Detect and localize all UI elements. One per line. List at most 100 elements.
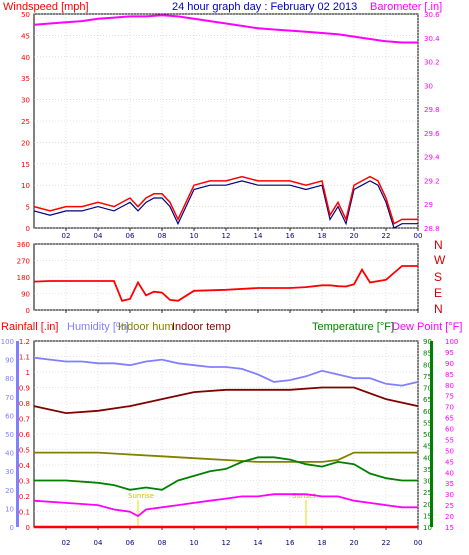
wind-direction-line (33, 265, 418, 302)
temperature-y-tick-label: 10 (423, 524, 432, 532)
rain-y-tick-label: 0.3 (19, 478, 30, 486)
temperature-y-tick-label: 85 (423, 350, 432, 358)
temperature-y-tick-label: 50 (423, 431, 432, 439)
humidity-y-tick-label: 50 (5, 431, 14, 439)
temperature-axis-bar (430, 341, 433, 527)
rain-y-tick-label: 0.5 (19, 447, 30, 455)
rain-y-tick-label: 0.8 (19, 400, 30, 408)
barometer-y-tick-label: 29.4 (424, 154, 440, 162)
barometer-y-tick-label: 30 (424, 82, 433, 90)
temperature-y-tick-label: 30 (423, 478, 432, 486)
wind-y-tick-label: 30 (21, 97, 30, 105)
dewpoint-y-tick-label: 30 (445, 491, 454, 499)
x-tick-label: 08 (158, 539, 167, 547)
dewpoint-y-tick-label: 95 (445, 349, 454, 357)
dewpoint-y-tick-label: 20 (445, 513, 454, 521)
compass-label-w: W (434, 253, 446, 267)
temperature-y-tick-label: 75 (423, 373, 432, 381)
humidity-y-tick-label: 90 (5, 357, 14, 365)
temperature-y-tick-label: 40 (423, 454, 432, 462)
rain-y-tick-label: 0.7 (19, 416, 30, 424)
temperature-y-tick-label: 65 (423, 396, 432, 404)
temperature-y-tick-label: 45 (423, 443, 432, 451)
barometer-axis-label: Barometer [.in] (370, 1, 442, 13)
dewpoint-y-tick-label: 65 (445, 415, 454, 423)
dewpoint-y-tick-label: 70 (445, 404, 454, 412)
barometer-y-tick-label: 28.8 (424, 225, 440, 233)
temperature-axis-label: Temperature [°F] (312, 321, 394, 333)
dewpoint-y-tick-label: 50 (445, 447, 454, 455)
x-tick-label: 08 (158, 232, 167, 240)
dewpoint-y-tick-label: 80 (445, 382, 454, 390)
x-tick-label: 10 (190, 232, 199, 240)
rain-y-tick-label: 0.6 (19, 431, 31, 439)
x-tick-label: 00 (414, 539, 423, 547)
indoor-hum-label: Indoor hum (118, 321, 174, 333)
barometer-y-tick-label: 30.2 (424, 59, 440, 67)
wind-y-tick-label: 40 (21, 54, 30, 62)
direction-y-tick-label: 180 (17, 274, 30, 282)
dewpoint-y-tick-label: 90 (445, 360, 454, 368)
wind-y-tick-label: 10 (21, 182, 30, 190)
indoor-hum-line (34, 451, 418, 463)
dewpoint-y-tick-label: 35 (445, 480, 454, 488)
temperature-y-tick-label: 35 (423, 466, 432, 474)
x-tick-label: 22 (382, 232, 391, 240)
sunrise-label: Sunrise (128, 492, 154, 500)
rain-y-tick-label: 0.1 (19, 509, 30, 517)
temperature-y-tick-label: 25 (423, 489, 432, 497)
direction-y-tick-label: 0 (26, 307, 30, 315)
humidity-y-tick-label: 10 (5, 505, 14, 513)
wind-y-tick-label: 20 (21, 139, 30, 147)
compass-label-s: S (434, 270, 442, 284)
rain-y-tick-label: 0.4 (19, 462, 31, 470)
x-tick-label: 02 (62, 232, 71, 240)
dewpoint-y-tick-label: 55 (445, 436, 454, 444)
x-tick-label: 16 (286, 232, 295, 240)
indoor-temp-line (33, 386, 419, 415)
dewpoint-y-tick-label: 100 (445, 338, 458, 346)
rain-y-tick-label: 1.2 (19, 338, 30, 346)
humidity-y-tick-label: 30 (5, 468, 14, 476)
barometer-y-tick-label: 30.4 (424, 35, 440, 43)
humidity-y-tick-label: 0 (10, 524, 14, 532)
windspeed-axis-label: Windspeed [mph] (3, 1, 89, 13)
barometer-y-tick-label: 29.6 (424, 130, 440, 138)
dewpoint-axis-label: Dew Point [°F] (392, 321, 462, 333)
temperature-y-tick-label: 70 (423, 385, 432, 393)
barometer-y-tick-label: 29 (424, 201, 433, 209)
dewpoint-y-tick-label: 40 (445, 469, 454, 477)
humidity-axis-bar (16, 341, 19, 527)
wind-y-tick-label: 35 (21, 75, 30, 83)
temperature-y-tick-label: 20 (423, 501, 432, 509)
wind-average-line (33, 180, 418, 229)
temperature-y-tick-label: 80 (423, 361, 432, 369)
dewpoint-y-tick-label: 15 (445, 524, 454, 532)
x-tick-label: 04 (94, 539, 103, 547)
humidity-axis-label: Humidity [%] (67, 321, 129, 333)
x-tick-label: 20 (350, 232, 359, 240)
x-tick-label: 02 (62, 539, 71, 547)
humidity-y-tick-label: 60 (5, 412, 14, 420)
humidity-y-tick-label: 80 (5, 375, 14, 383)
rain-y-tick-label: 0.9 (19, 385, 30, 393)
temperature-y-tick-label: 90 (423, 338, 432, 346)
indoor-temp-label: Indoor temp (172, 321, 231, 333)
direction-y-tick-label: 270 (17, 258, 30, 266)
dewpoint-y-tick-label: 60 (445, 426, 454, 434)
compass-label-n-top: N (434, 238, 443, 252)
chart-title: 24 hour graph day : February 02 2013 (172, 1, 357, 13)
direction-y-tick-label: 90 (21, 291, 30, 299)
compass-label-n-bottom: N (434, 302, 443, 316)
temperature-line (34, 456, 418, 491)
x-tick-label: 20 (350, 539, 359, 547)
windspeed-line (33, 175, 418, 225)
barometer-y-tick-label: 29.8 (424, 106, 440, 114)
barometer-y-tick-label: 29.2 (424, 177, 440, 185)
x-tick-label: 16 (286, 539, 295, 547)
temperature-y-tick-label: 15 (423, 512, 432, 520)
wind-y-tick-label: 5 (26, 204, 30, 212)
barometer-line (33, 14, 418, 44)
x-tick-label: 22 (382, 539, 391, 547)
